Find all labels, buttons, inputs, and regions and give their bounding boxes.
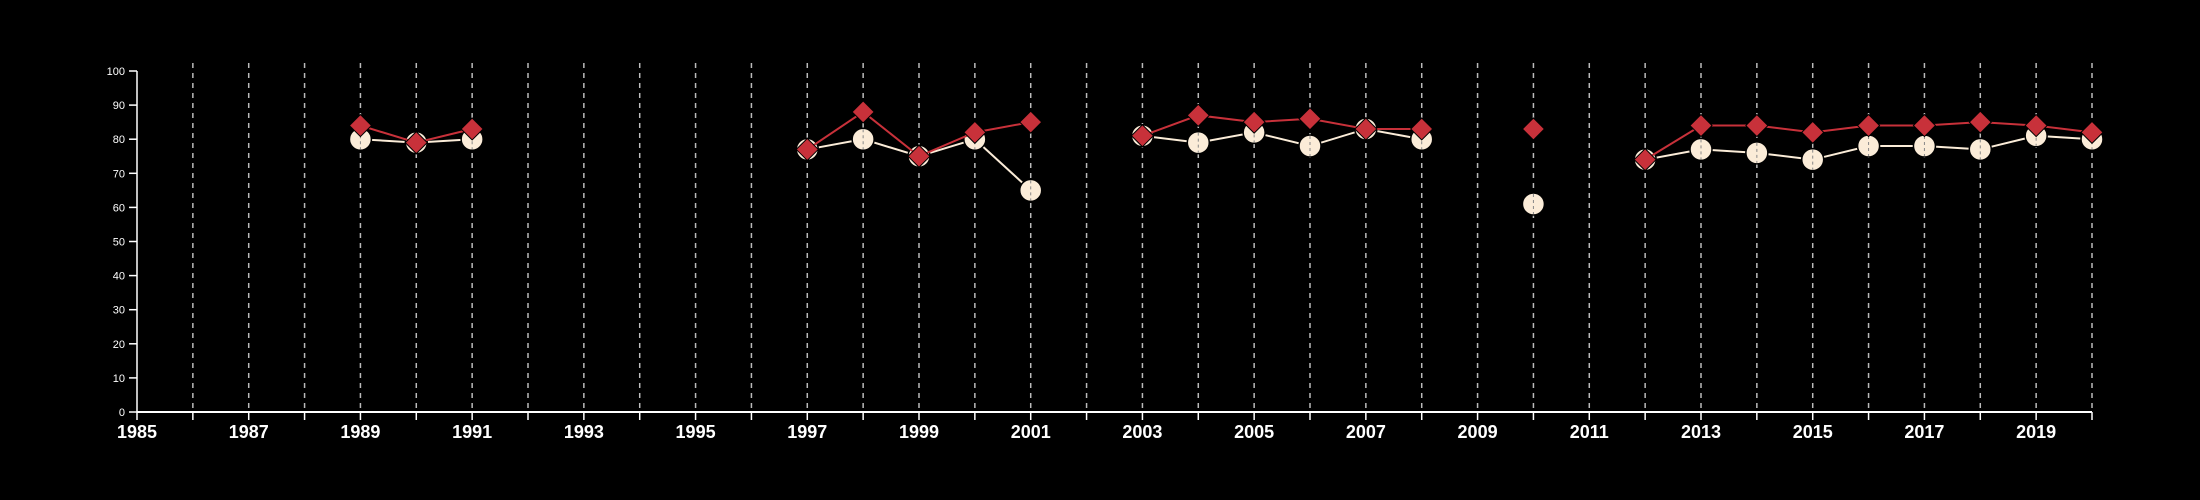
series-1-point xyxy=(1018,178,1043,203)
x-tick-label: 1989 xyxy=(340,422,380,442)
x-tick-label: 2019 xyxy=(2016,422,2056,442)
series-2-point xyxy=(1410,117,1434,141)
series-2-point xyxy=(1689,113,1713,138)
x-tick-label: 2013 xyxy=(1681,422,1721,442)
series-2-point xyxy=(1186,103,1210,128)
series-2-point xyxy=(795,137,819,162)
y-tick-label: 90 xyxy=(113,100,125,112)
series-2-point xyxy=(1130,124,1155,148)
series-2-point xyxy=(2080,120,2104,145)
series-1-point xyxy=(1186,130,1211,155)
series-1-point xyxy=(1968,137,1993,162)
series-1-point xyxy=(1689,137,1713,162)
series-2-point xyxy=(907,144,931,168)
x-tick-label: 2015 xyxy=(1793,422,1833,442)
series-2-point xyxy=(404,130,428,155)
series-2-point xyxy=(963,120,987,145)
x-tick-label: 2005 xyxy=(1234,422,1274,442)
series-2-point xyxy=(1801,120,1825,145)
series-2-point xyxy=(1912,113,1937,138)
series-2-point xyxy=(1019,110,1043,134)
series-layer xyxy=(348,100,2104,216)
series-2-point xyxy=(1354,117,1378,141)
series-2-point xyxy=(460,117,484,141)
series-1-point xyxy=(1298,134,1322,158)
series-2-point xyxy=(348,113,373,138)
series-1-point xyxy=(1745,141,1769,165)
series-2-point xyxy=(1298,107,1322,131)
y-tick-label: 60 xyxy=(113,202,125,214)
x-tick-label: 2007 xyxy=(1346,422,1386,442)
y-tick-label: 40 xyxy=(113,271,125,283)
y-tick-label: 100 xyxy=(107,66,125,78)
x-tick-label: 1997 xyxy=(787,422,827,442)
y-tick-label: 20 xyxy=(113,339,125,351)
y-tick-label: 0 xyxy=(119,407,125,419)
x-tick-label: 1985 xyxy=(117,422,157,442)
x-tick-label: 2001 xyxy=(1011,422,1051,442)
series-2-point xyxy=(1633,147,1657,172)
x-tick-label: 1999 xyxy=(899,422,939,442)
x-tick-label: 1991 xyxy=(452,422,492,442)
x-tick-label: 2003 xyxy=(1122,422,1162,442)
y-tick-label: 80 xyxy=(113,134,125,146)
vertical-grid xyxy=(192,63,2093,412)
x-tick-label: 1993 xyxy=(564,422,604,442)
y-tick-label: 30 xyxy=(113,305,125,317)
series-2-point xyxy=(1745,113,1769,138)
x-tick-label: 2017 xyxy=(1904,422,1944,442)
series-2-point xyxy=(1856,113,1881,138)
x-tick-label: 1987 xyxy=(229,422,269,442)
x-tick-label: 2011 xyxy=(1570,422,1609,442)
series-2 xyxy=(348,100,2104,172)
series-2-point xyxy=(1242,110,1266,134)
x-tick-label: 1995 xyxy=(676,422,716,442)
series-1-point xyxy=(1800,147,1825,172)
x-tick-label: 2009 xyxy=(1458,422,1498,442)
series-2-point xyxy=(1521,117,1546,141)
series-1-point xyxy=(1521,192,1546,216)
y-tick-label: 50 xyxy=(113,237,125,249)
y-axis-ticks: 0 10 20 30 40 50 60 70 80 90 100 xyxy=(107,66,137,419)
y-tick-label: 10 xyxy=(113,373,125,385)
x-axis-ticks: 1985 1987 1989 1991 1993 1995 1997 1999 2001 2003… xyxy=(117,412,2093,442)
series-1-point xyxy=(851,127,875,151)
y-tick-label: 70 xyxy=(113,168,125,180)
series-2-point xyxy=(2024,113,2048,138)
series-2-point xyxy=(851,100,875,124)
series-2-point xyxy=(1968,110,1992,134)
